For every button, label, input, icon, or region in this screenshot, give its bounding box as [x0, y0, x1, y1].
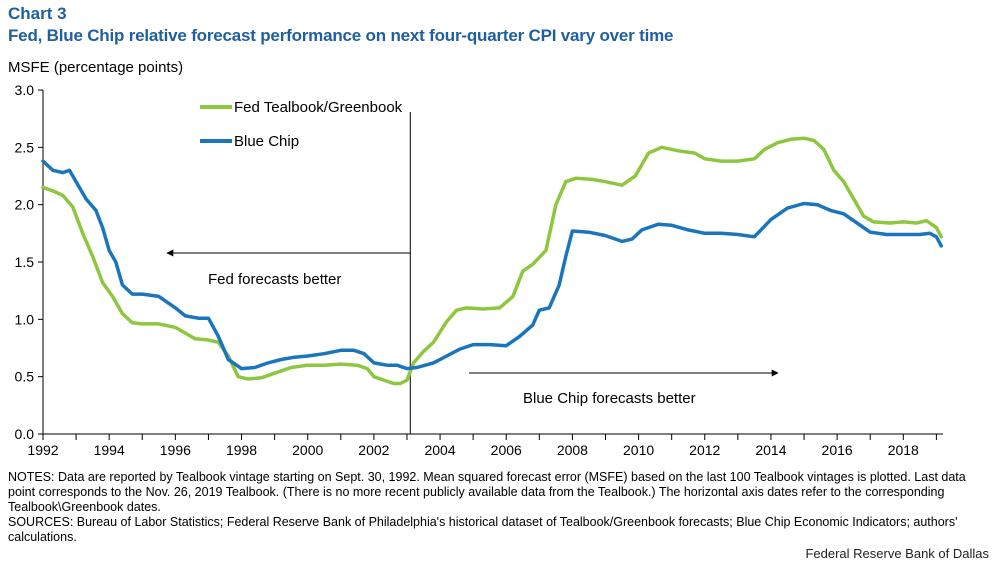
- legend: Fed Tealbook/Greenbook Blue Chip: [200, 99, 403, 150]
- x-tick-label: 1998: [226, 442, 257, 458]
- chart-axes: [38, 89, 943, 440]
- x-tick-label: 1994: [94, 442, 125, 458]
- y-tick-label: 2.0: [15, 197, 35, 213]
- x-tick-label: 2002: [358, 442, 389, 458]
- x-tick-label: 2018: [888, 442, 919, 458]
- y-tick-label: 1.0: [15, 311, 35, 327]
- annotations: Fed forecasts better Blue Chip forecasts …: [166, 249, 779, 407]
- notes-text: NOTES: Data are reported by Tealbook vin…: [8, 470, 966, 514]
- y-tick-label: 3.0: [15, 82, 35, 98]
- y-tick-label: 2.5: [15, 139, 35, 155]
- x-tick-label: 2000: [292, 442, 323, 458]
- notes-block: NOTES: Data are reported by Tealbook vin…: [8, 470, 993, 545]
- fed-better-label: Fed forecasts better: [208, 271, 341, 288]
- x-tick-label: 2004: [424, 442, 455, 458]
- chart-number: Chart 3: [8, 4, 67, 23]
- blue-chip-series-line: [41, 159, 944, 371]
- chart-title: Fed, Blue Chip relative forecast perform…: [8, 26, 674, 45]
- x-tick-label: 2012: [689, 442, 720, 458]
- blue-chip-better-label: Blue Chip forecasts better: [523, 390, 696, 407]
- x-tick-label: 2014: [755, 442, 786, 458]
- y-tick-label: 1.5: [15, 254, 35, 270]
- fed-series-line: [41, 136, 944, 386]
- tick-labels: 0.0 0.5 1.0 1.5 2.0 2.5 3.0 1992 1994 1996 1998 200…: [15, 82, 920, 458]
- sources-text: SOURCES: Bureau of Labor Statistics; Fed…: [8, 515, 958, 544]
- series-lines: [41, 136, 944, 386]
- x-tick-label: 1996: [160, 442, 191, 458]
- legend-label-blue-chip: Blue Chip: [234, 133, 299, 150]
- x-tick-label: 2016: [822, 442, 853, 458]
- source-credit: Federal Reserve Bank of Dallas: [805, 546, 989, 561]
- x-tick-label: 1992: [27, 442, 58, 458]
- x-tick-label: 2010: [623, 442, 654, 458]
- x-tick-label: 2008: [557, 442, 588, 458]
- y-axis-units-label: MSFE (percentage points): [8, 59, 184, 76]
- legend-label-fed: Fed Tealbook/Greenbook: [234, 99, 403, 116]
- line-chart: 0.0 0.5 1.0 1.5 2.0 2.5 3.0 1992 1994 1996 1998 200…: [15, 82, 944, 458]
- y-tick-label: 0.0: [15, 426, 35, 442]
- x-tick-label: 2006: [491, 442, 522, 458]
- y-tick-label: 0.5: [15, 369, 35, 385]
